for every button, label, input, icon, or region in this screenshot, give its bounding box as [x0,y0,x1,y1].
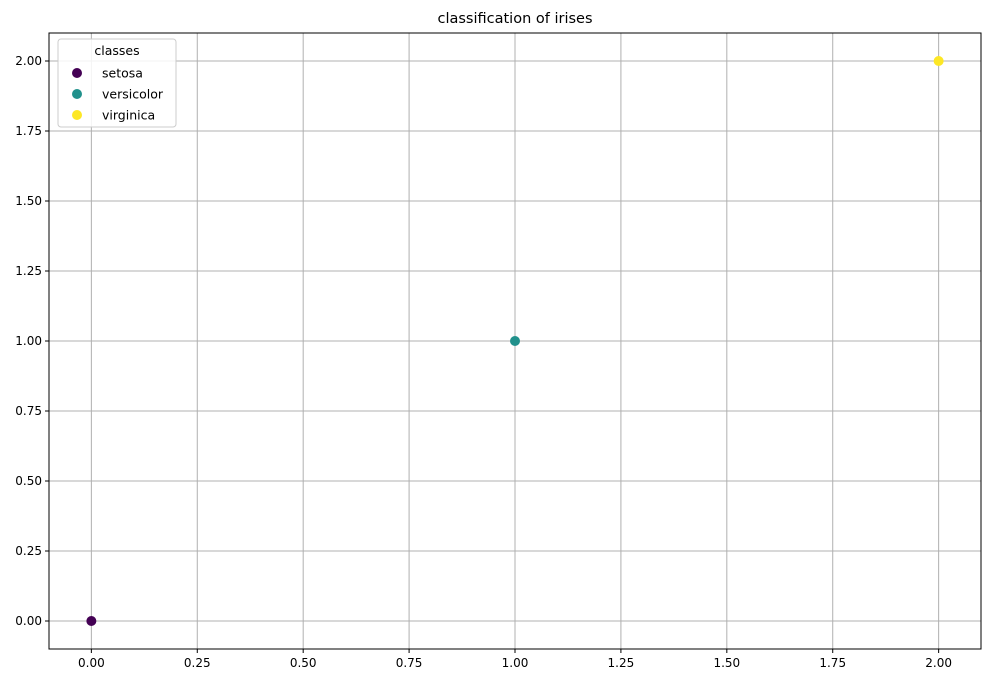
legend-box [57,38,177,128]
legend-label-versicolor: versicolor [102,87,164,102]
x-tick-label: 0.75 [396,656,423,670]
y-tick-label: 0.00 [15,614,42,628]
plot-frame [48,32,982,650]
y-tick-label: 0.75 [15,404,42,418]
x-tick-label: 0.00 [78,656,105,670]
data-point-versicolor [510,336,520,346]
y-tick-label: 0.25 [15,544,42,558]
x-tick-label: 1.75 [819,656,846,670]
x-tick-label: 2.00 [925,656,952,670]
legend-label-virginica: virginica [102,108,155,123]
legend[interactable]: classes setosa versicolor virginica [57,38,177,128]
x-tick-label: 1.00 [502,656,529,670]
legend-title: classes [94,43,139,58]
x-tick-label: 1.25 [608,656,635,670]
axis-ticks: 0.00 0.25 0.50 0.75 1.00 1.25 1.50 1.75 2.00 0.00… [15,54,952,670]
x-tick-label: 1.50 [713,656,740,670]
y-tick-label: 1.75 [15,124,42,138]
x-tick-label: 0.50 [290,656,317,670]
y-tick-label: 2.00 [15,54,42,68]
data-point-virginica [933,56,944,66]
y-tick-label: 0.50 [15,474,42,488]
legend-label-setosa: setosa [102,66,143,81]
y-tick-label: 1.25 [15,264,42,278]
chart-title: classification of irises [437,11,592,27]
y-tick-label: 1.50 [15,194,42,208]
legend-marker-setosa [72,68,82,78]
y-tick-label: 1.00 [15,334,42,348]
data-points [86,56,944,626]
data-point-setosa [86,616,97,626]
legend-marker-versicolor [72,89,82,99]
x-tick-label: 0.25 [184,656,211,670]
legend-marker-virginica [72,110,82,120]
